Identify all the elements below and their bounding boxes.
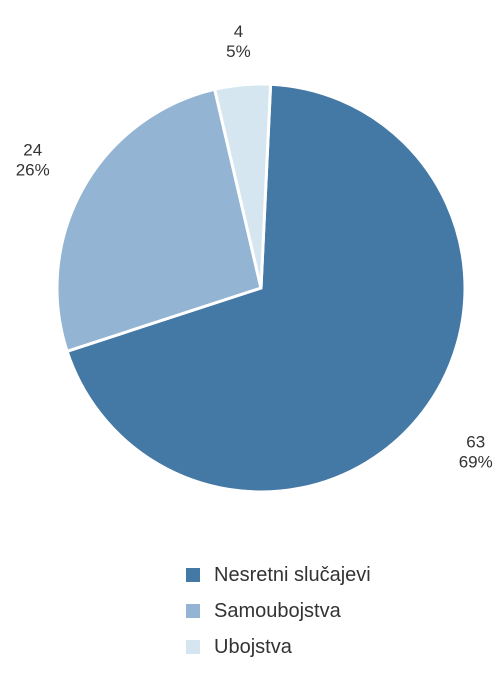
legend-item-ubojstva: Ubojstva xyxy=(186,635,371,658)
pie-chart-svg: 63 69% 24 26% 4 5% xyxy=(16,22,493,494)
legend-item-nesretni-slucajevi: Nesretni slučajevi xyxy=(186,563,371,586)
data-label-nesretni-slucajevi: 63 69% xyxy=(459,433,493,472)
data-label-samoubojstva: 24 26% xyxy=(16,140,50,179)
pie-slice-ubojstva xyxy=(213,82,273,290)
legend-label: Nesretni slučajevi xyxy=(214,563,371,586)
legend: Nesretni slučajevi Samoubojstva Ubojstva xyxy=(186,563,371,674)
pie-slice-nesretni-slucajevi xyxy=(65,82,467,494)
legend-swatch xyxy=(186,639,200,654)
legend-label: Ubojstva xyxy=(214,635,292,658)
legend-item-samoubojstva: Samoubojstva xyxy=(186,599,371,622)
pie-slice-samoubojstva xyxy=(55,87,263,353)
legend-swatch xyxy=(186,603,200,618)
legend-swatch xyxy=(186,567,200,582)
legend-label: Samoubojstva xyxy=(214,599,341,622)
data-label-ubojstva: 4 5% xyxy=(226,22,251,61)
